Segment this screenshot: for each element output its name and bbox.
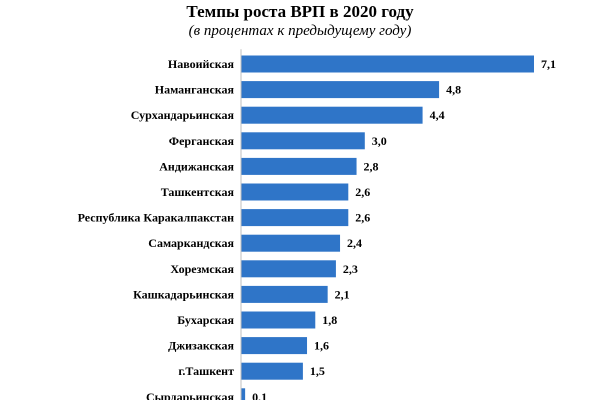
bar: [241, 157, 357, 175]
value-label: 2,6: [355, 211, 370, 225]
value-label: 3,0: [372, 134, 387, 148]
bar: [241, 311, 316, 329]
value-label: 4,4: [430, 108, 445, 122]
value-label: 2,8: [364, 159, 379, 173]
bar: [241, 55, 534, 73]
category-label: г.Ташкент: [178, 364, 234, 378]
value-label: 0,1: [252, 390, 267, 400]
value-label: 1,5: [310, 364, 325, 378]
category-label: Ташкентская: [161, 185, 235, 199]
bar: [241, 260, 336, 278]
category-label: Республика Каракалпакстан: [78, 211, 234, 225]
bar: [241, 81, 440, 99]
category-label: Кашкадарьинская: [133, 287, 234, 301]
bar: [241, 234, 341, 252]
category-label: Бухарская: [177, 313, 234, 327]
value-label: 4,8: [446, 83, 461, 97]
value-label: 1,8: [322, 313, 337, 327]
bar: [241, 183, 349, 201]
chart-subtitle: (в процентах к предыдущему году): [188, 23, 412, 39]
category-label: Джизакская: [168, 339, 234, 353]
bar: [241, 132, 365, 150]
bar: [241, 362, 303, 380]
value-labels-group: 7,1 4,84,4 3,0 2,8 2,6 2,6 2,4 2,3 2,1 1,8 1,6 1,5 0…: [252, 57, 556, 400]
value-label: 1,6: [314, 339, 329, 353]
bar: [241, 388, 246, 400]
bar: [241, 337, 308, 355]
value-label: 2,6: [355, 185, 370, 199]
category-label: Сурхандарьинская: [131, 108, 235, 122]
category-label: Наманганская: [155, 83, 235, 97]
value-label: 2,3: [343, 262, 358, 276]
category-label: Навоийская: [168, 57, 235, 71]
category-labels-group: Навоийская Наманганская Сурхандарьинская Фе…: [78, 57, 235, 400]
category-label: Сырдарьинская: [146, 390, 235, 400]
category-label: Хорезмская: [170, 262, 234, 276]
bar: [241, 285, 328, 303]
value-label: 2,1: [335, 287, 350, 301]
chart-title: Темпы роста ВРП в 2020 году: [186, 2, 414, 21]
category-label: Ферганская: [169, 134, 235, 148]
bar: [241, 106, 423, 124]
bar: [241, 209, 349, 227]
bars-group: [241, 55, 534, 400]
category-label: Андижанская: [159, 159, 234, 173]
category-label: Самаркандская: [148, 236, 234, 250]
value-label: 7,1: [541, 57, 556, 71]
value-label: 2,4: [347, 236, 362, 250]
